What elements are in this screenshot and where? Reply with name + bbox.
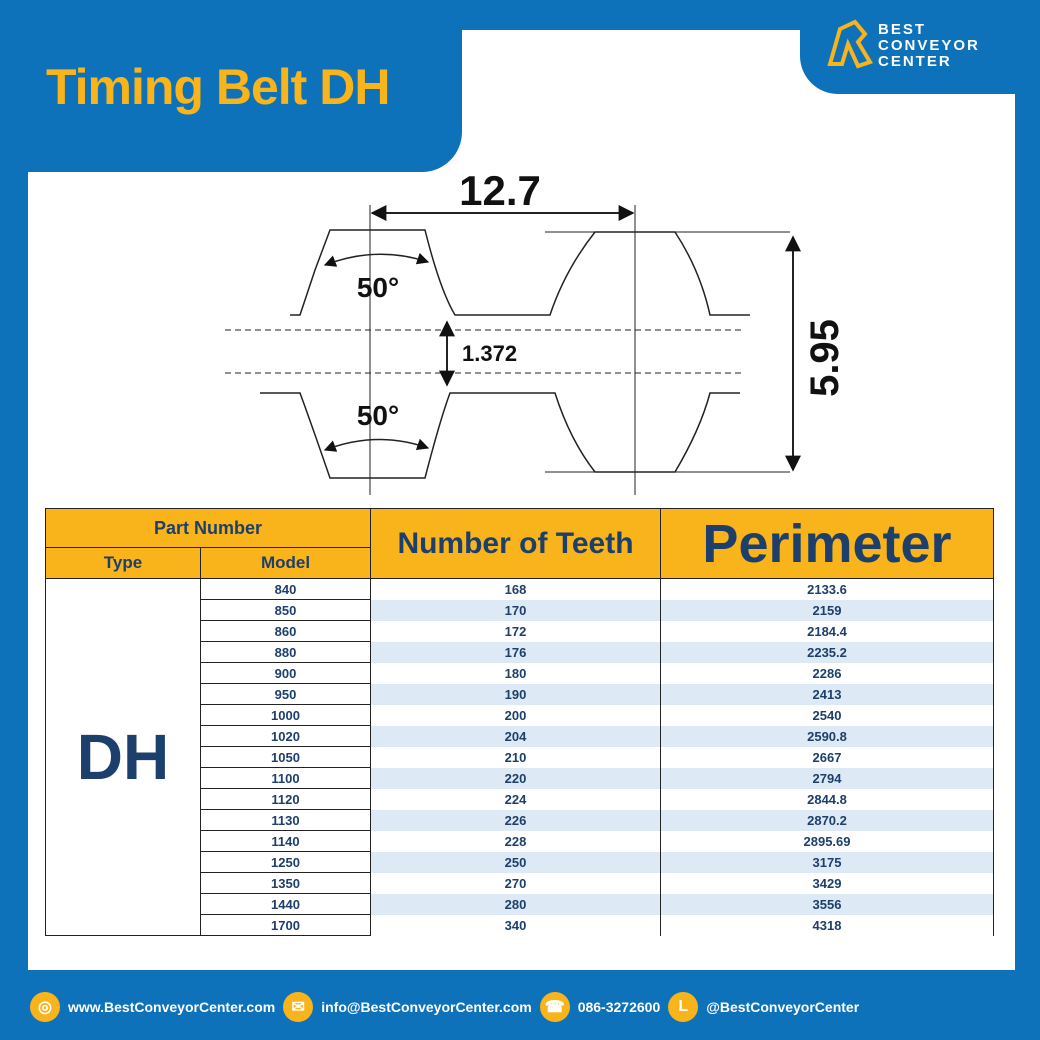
perimeter-cell: 3556	[660, 893, 994, 915]
phone: 086-3272600	[577, 999, 661, 1015]
table-row: 850 170 2159	[46, 599, 994, 621]
model-cell: 1000	[200, 704, 371, 726]
logo-text: CONVEYOR	[878, 37, 980, 54]
table-row: 900 180 2286	[46, 662, 994, 684]
table-row: 1020 204 2590.8	[46, 725, 994, 747]
perimeter-cell: 3175	[660, 851, 994, 873]
teeth-cell: 172	[370, 620, 661, 642]
perimeter-cell: 2870.2	[660, 809, 994, 831]
perimeter-cell: 2286	[660, 662, 994, 684]
model-cell: 1130	[200, 809, 371, 831]
belt-diagram: 12.7 50° 1.372 5.95 50°	[225, 167, 847, 495]
teeth-cell: 280	[370, 893, 661, 915]
perimeter-cell: 2794	[660, 767, 994, 789]
angle-label: 50°	[357, 272, 399, 303]
teeth-header: Number of Teeth	[370, 508, 661, 579]
table-row: 1100 220 2794	[46, 767, 994, 789]
social: @BestConveyorCenter	[706, 999, 860, 1015]
model-cell: 1350	[200, 872, 371, 894]
teeth-cell: 270	[370, 872, 661, 894]
perimeter-cell: 2540	[660, 704, 994, 726]
model-cell: 900	[200, 662, 371, 684]
teeth-cell: 340	[370, 914, 661, 936]
part-number-header: Part Number	[45, 508, 371, 548]
teeth-cell: 168	[370, 578, 661, 600]
website: www.BestConveyorCenter.com	[68, 999, 276, 1015]
table-row: 1130 226 2870.2	[46, 809, 994, 831]
model-cell: 1020	[200, 725, 371, 747]
teeth-cell: 220	[370, 767, 661, 789]
table-row: DH 840 168 2133.6	[45, 578, 994, 936]
model-cell: 1050	[200, 746, 371, 768]
teeth-cell: 228	[370, 830, 661, 852]
angle-label: 50°	[357, 400, 399, 431]
teeth-cell: 204	[370, 725, 661, 747]
model-cell: 1100	[200, 767, 371, 789]
table-row: 1440 280 3556	[46, 893, 994, 915]
perimeter-cell: 2895.69	[660, 830, 994, 852]
perimeter-cell: 2133.6	[660, 578, 994, 600]
teeth-cell: 180	[370, 662, 661, 684]
pitch-label: 12.7	[459, 167, 541, 214]
model-header: Model	[200, 547, 371, 579]
teeth-cell: 250	[370, 851, 661, 873]
perimeter-cell: 2667	[660, 746, 994, 768]
perimeter-cell: 2844.8	[660, 788, 994, 810]
model-cell: 850	[200, 599, 371, 621]
perimeter-cell: 4318	[660, 914, 994, 936]
perimeter-cell: 2590.8	[660, 725, 994, 747]
model-cell: 950	[200, 683, 371, 705]
logo-text: CENTER	[878, 53, 952, 70]
model-cell: 1140	[200, 830, 371, 852]
perimeter-header: Perimeter	[660, 508, 994, 579]
web-icon: ◎	[30, 992, 60, 1022]
model-cell: 1440	[200, 893, 371, 915]
table-row: 950 190 2413	[46, 683, 994, 705]
table-row: 1250 250 3175	[46, 851, 994, 873]
spec-table: Part Number Number of Teeth Perimeter Ty…	[45, 508, 994, 936]
teeth-cell: 190	[370, 683, 661, 705]
tooth-height-label: 1.372	[462, 341, 517, 366]
type-cell: DH	[45, 578, 201, 936]
phone-icon: ☎	[539, 992, 570, 1022]
title: Timing Belt DH	[46, 59, 390, 115]
email: info@BestConveyorCenter.com	[321, 999, 532, 1015]
model-cell: 1700	[200, 914, 371, 936]
table-row: 1120 224 2844.8	[46, 788, 994, 810]
model-cell: 840	[200, 578, 371, 600]
table-row: 860 172 2184.4	[46, 620, 994, 642]
model-cell: 880	[200, 641, 371, 663]
teeth-cell: 226	[370, 809, 661, 831]
teeth-cell: 176	[370, 641, 661, 663]
teeth-cell: 170	[370, 599, 661, 621]
perimeter-cell: 3429	[660, 872, 994, 894]
logo: BEST CONVEYOR CENTER	[800, 0, 1040, 94]
footer: ◎ www.BestConveyorCenter.com ✉ info@BestCo…	[30, 990, 859, 1024]
perimeter-cell: 2413	[660, 683, 994, 705]
teeth-cell: 200	[370, 704, 661, 726]
perimeter-cell: 2184.4	[660, 620, 994, 642]
line-icon: L	[668, 992, 699, 1022]
belt-height-label: 5.95	[803, 319, 847, 397]
title-tab: Timing Belt DH	[0, 0, 462, 172]
logo-text: BEST	[878, 21, 927, 38]
mail-icon: ✉	[283, 992, 314, 1022]
teeth-cell: 224	[370, 788, 661, 810]
table-row: 1350 270 3429	[46, 872, 994, 894]
perimeter-cell: 2235.2	[660, 641, 994, 663]
model-cell: 1120	[200, 788, 371, 810]
perimeter-cell: 2159	[660, 599, 994, 621]
teeth-cell: 210	[370, 746, 661, 768]
type-header: Type	[45, 547, 201, 579]
model-cell: 860	[200, 620, 371, 642]
model-cell: 1250	[200, 851, 371, 873]
logo-icon	[827, 19, 873, 69]
table-row: 880 176 2235.2	[46, 641, 994, 663]
table-row: 1700 340 4318	[46, 914, 994, 936]
